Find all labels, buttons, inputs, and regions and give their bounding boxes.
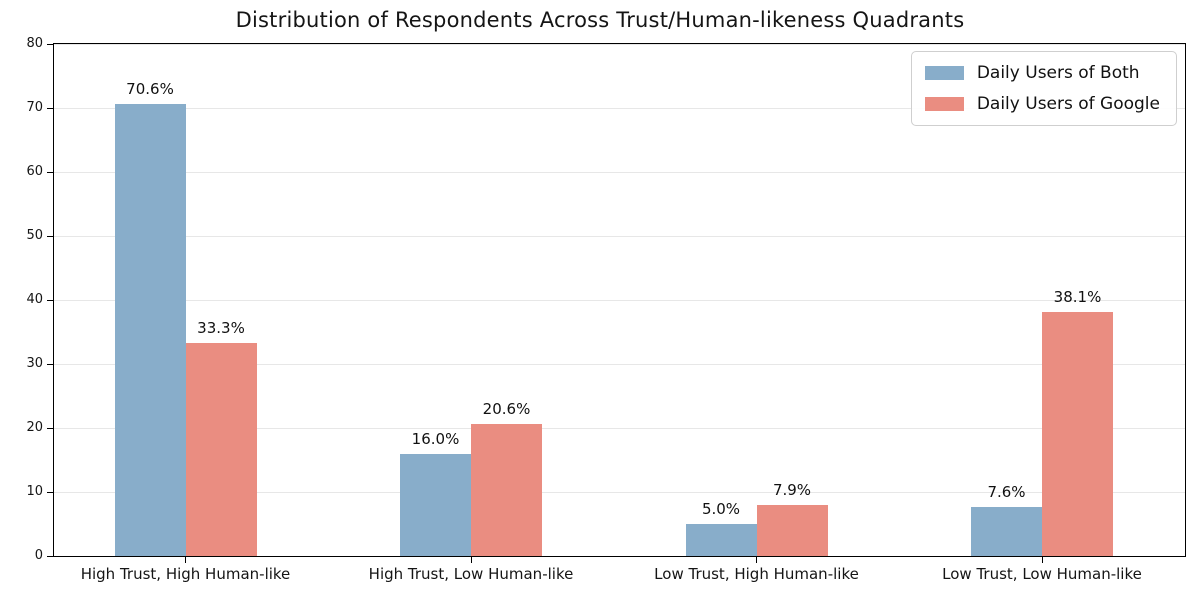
bar-value-label: 5.0%: [701, 500, 741, 518]
legend-label: Daily Users of Both: [976, 63, 1140, 83]
legend-row-daily-users-of-google: Daily Users of Google: [924, 94, 1160, 114]
x-tick-mark: [756, 557, 757, 563]
x-tick-mark: [185, 557, 186, 563]
y-tick-mark: [47, 235, 53, 237]
bar-value-label: 7.6%: [987, 483, 1026, 502]
legend: Daily Users of Both Daily Users of Googl…: [910, 51, 1177, 126]
bar-series0-group2: [685, 524, 757, 556]
y-tick-mark: [47, 363, 53, 365]
y-tick-mark: [47, 555, 53, 557]
y-tick-label: 40: [26, 292, 43, 307]
y-tick-label: 30: [26, 356, 43, 371]
bar-series1-group0: [185, 342, 257, 556]
gridline: [54, 363, 1185, 365]
gridline: [54, 491, 1185, 493]
y-tick-label: 50: [26, 228, 43, 243]
bar-value-label: 33.3%: [197, 318, 245, 337]
bar-series0-group1: [400, 453, 471, 556]
bar-value-label: 7.9%: [772, 481, 812, 500]
y-tick-label: 10: [26, 484, 43, 499]
legend-row-daily-users-of-both: Daily Users of Both: [924, 63, 1160, 83]
y-tick-mark: [47, 299, 53, 301]
gridline: [54, 299, 1185, 301]
x-tick-mark: [1041, 557, 1043, 563]
x-tick-label-group0: High Trust, High Human-like: [80, 565, 291, 583]
y-tick-label: 20: [26, 420, 43, 435]
gridline: [54, 43, 1185, 45]
bar-series0-group0: [114, 104, 186, 556]
x-tick-mark: [470, 557, 472, 563]
y-tick-label: 0: [34, 548, 43, 563]
legend-swatch-icon: [924, 97, 964, 111]
x-tick-label-group2: Low Trust, High Human-like: [654, 565, 859, 583]
bar-value-label: 70.6%: [126, 80, 174, 99]
gridline: [54, 171, 1185, 173]
bar-value-label: 20.6%: [482, 400, 531, 419]
plot-area: 70.6% 16.0% 5.0% 7.6% 33.3% 20.6% 7.9% 38.1% Da…: [53, 43, 1186, 557]
gridline: [54, 107, 1185, 109]
bar-series1-group1: [471, 424, 542, 556]
y-tick-mark: [47, 171, 53, 173]
bar-value-label: 38.1%: [1053, 288, 1102, 307]
y-tick-label: 80: [26, 36, 43, 51]
gridline: [54, 427, 1185, 429]
bar-value-label: 16.0%: [411, 429, 460, 448]
bar-series1-group2: [756, 505, 828, 556]
bar-series1-group3: [1042, 312, 1113, 556]
y-tick-mark: [47, 491, 53, 493]
x-tick-label-group3: Low Trust, Low Human-like: [942, 565, 1142, 583]
chart-title: Distribution of Respondents Across Trust…: [235, 8, 965, 32]
legend-label: Daily Users of Google: [976, 94, 1160, 114]
bar-series0-group3: [971, 507, 1042, 556]
gridline: [54, 235, 1185, 237]
y-tick-label: 60: [26, 164, 43, 179]
y-tick-mark: [47, 43, 53, 45]
y-tick-mark: [47, 427, 53, 429]
y-tick-mark: [47, 107, 53, 109]
legend-swatch-icon: [924, 66, 964, 80]
y-tick-label: 70: [26, 100, 43, 115]
x-tick-label-group1: High Trust, Low Human-like: [368, 565, 574, 583]
